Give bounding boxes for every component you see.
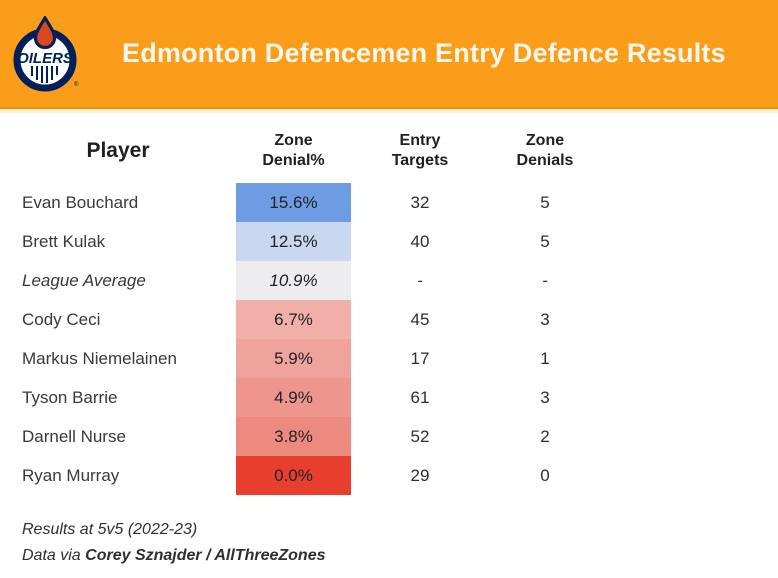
zone-denial-pct-cell: 15.6% bbox=[236, 183, 351, 222]
results-table: Player Zone Denial% Entry Targets Zone D… bbox=[0, 113, 778, 495]
column-header-player: Player bbox=[86, 138, 150, 162]
zone-denials-cell: 3 bbox=[540, 309, 550, 329]
zone-denials-cell: - bbox=[542, 270, 548, 290]
entry-targets-cell: 40 bbox=[410, 231, 430, 251]
zone-denials-cell: 5 bbox=[540, 192, 550, 212]
footer-note-credit: Data via Corey Sznajder / AllThreeZones bbox=[22, 543, 778, 569]
zone-denials-cell: 3 bbox=[540, 387, 550, 407]
table-row: Ryan Murray 0.0% 29 0 bbox=[0, 456, 778, 495]
entry-targets-cell: 52 bbox=[410, 426, 430, 446]
oilers-team-logo: OILERS ® bbox=[13, 15, 79, 91]
page-title: Edmonton Defencemen Entry Defence Result… bbox=[122, 38, 726, 68]
banner-border-dark bbox=[0, 107, 778, 109]
zone-denial-pct-cell: 10.9% bbox=[236, 261, 351, 300]
entry-targets-cell: 45 bbox=[410, 309, 430, 329]
table-body: Evan Bouchard 15.6% 32 5 Brett Kulak 12.5% 40 5… bbox=[0, 183, 778, 495]
player-name-cell: League Average bbox=[22, 270, 146, 290]
zone-denial-pct-cell: 0.0% bbox=[236, 456, 351, 495]
table-row: Cody Ceci 6.7% 45 3 bbox=[0, 300, 778, 339]
registered-mark: ® bbox=[74, 81, 79, 88]
entry-targets-cell: 61 bbox=[410, 387, 430, 407]
footer-note-context: Results at 5v5 (2022-23) bbox=[22, 521, 198, 538]
table-row: Tyson Barrie 4.9% 61 3 bbox=[0, 378, 778, 417]
table-row: Darnell Nurse 3.8% 52 2 bbox=[0, 417, 778, 456]
entry-targets-cell: 17 bbox=[410, 348, 430, 368]
footer-notes: Results at 5v5 (2022-23) Data via Corey … bbox=[0, 517, 778, 569]
entry-targets-cell: 29 bbox=[410, 465, 430, 485]
entry-targets-cell: 32 bbox=[410, 192, 430, 212]
zone-denial-pct-cell: 3.8% bbox=[236, 417, 351, 456]
table-row: League Average 10.9% - - bbox=[0, 261, 778, 300]
table-row: Brett Kulak 12.5% 40 5 bbox=[0, 222, 778, 261]
player-name-cell: Darnell Nurse bbox=[22, 426, 126, 446]
column-header-zone-denials: Zone Denials bbox=[516, 132, 574, 169]
player-name-cell: Evan Bouchard bbox=[22, 192, 139, 212]
column-header-entry-targets: Entry Targets bbox=[391, 132, 449, 169]
oil-drop-icon bbox=[33, 15, 57, 49]
zone-denial-pct-cell: 5.9% bbox=[236, 339, 351, 378]
column-header-zone-denial-pct: Zone Denial% bbox=[262, 132, 325, 169]
table-row: Markus Niemelainen 5.9% 17 1 bbox=[0, 339, 778, 378]
zone-denials-cell: 2 bbox=[540, 426, 550, 446]
player-name-cell: Markus Niemelainen bbox=[22, 348, 177, 368]
header-banner: OILERS ® Edmonton Defencemen Entry Defen… bbox=[0, 0, 778, 107]
player-name-cell: Brett Kulak bbox=[22, 231, 106, 251]
table-row: Evan Bouchard 15.6% 32 5 bbox=[0, 183, 778, 222]
credit-prefix: Data via bbox=[22, 547, 86, 564]
entry-targets-cell: - bbox=[417, 270, 423, 290]
player-name-cell: Cody Ceci bbox=[22, 309, 101, 329]
zone-denials-cell: 0 bbox=[540, 465, 550, 485]
player-name-cell: Ryan Murray bbox=[22, 465, 120, 485]
banner-border-light bbox=[0, 109, 778, 113]
zone-denials-cell: 5 bbox=[540, 231, 550, 251]
player-name-cell: Tyson Barrie bbox=[22, 387, 118, 407]
zone-denial-pct-cell: 4.9% bbox=[236, 378, 351, 417]
table-header-row: Player Zone Denial% Entry Targets Zone D… bbox=[0, 119, 778, 183]
zone-denial-pct-cell: 6.7% bbox=[236, 300, 351, 339]
zone-denial-pct-cell: 12.5% bbox=[236, 222, 351, 261]
zone-denials-cell: 1 bbox=[540, 348, 550, 368]
logo-wordmark: OILERS bbox=[17, 50, 73, 67]
logo-drip-lines bbox=[31, 65, 58, 83]
credit-source: Corey Sznajder / AllThreeZones bbox=[85, 547, 326, 564]
